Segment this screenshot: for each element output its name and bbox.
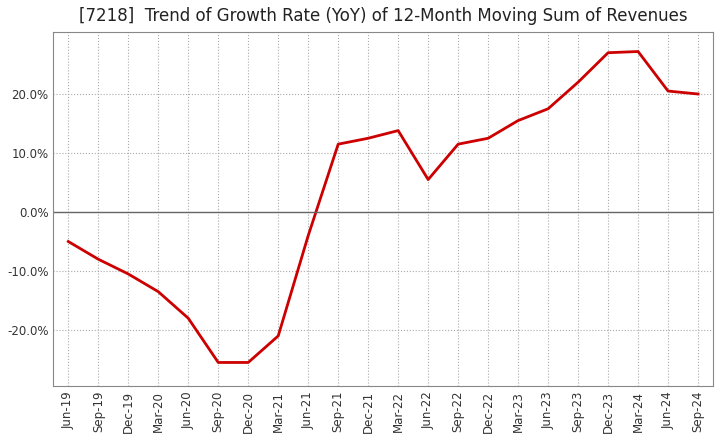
Title: [7218]  Trend of Growth Rate (YoY) of 12-Month Moving Sum of Revenues: [7218] Trend of Growth Rate (YoY) of 12-… [79,7,688,25]
